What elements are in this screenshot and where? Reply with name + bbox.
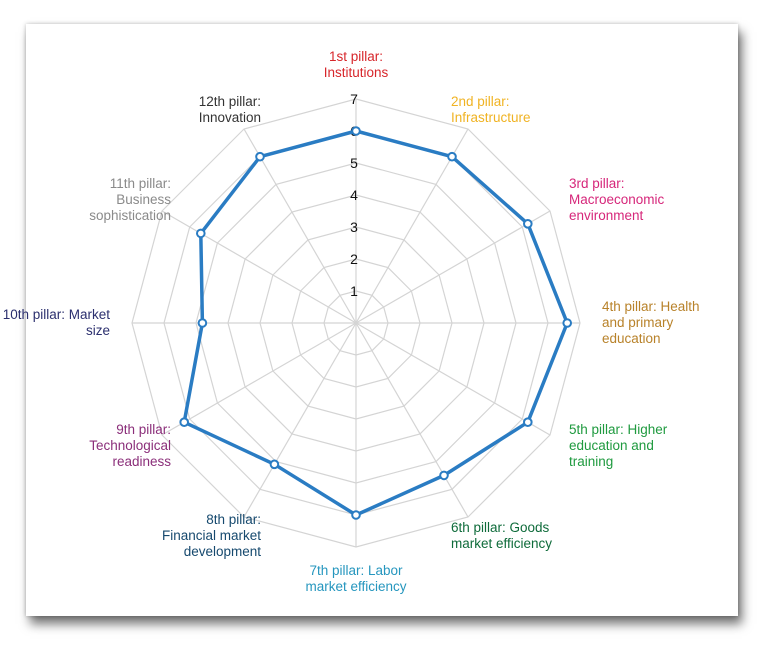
r-tick-label: 4 (350, 187, 358, 203)
axis-category-label: 7th pillar: Labor market efficiency (305, 563, 406, 594)
r-tick-label: 7 (350, 91, 358, 107)
data-point (439, 470, 449, 481)
grid-spoke (243, 128, 357, 324)
axis-category-label: 9th pillar: Technological readiness (89, 422, 171, 469)
axis-category-label: 6th pillar: Goods market efficiency (451, 520, 552, 551)
data-point (197, 318, 208, 328)
data-point (523, 219, 533, 229)
data-point (447, 151, 457, 162)
axis-category-label: 1st pillar: Institutions (324, 49, 389, 80)
grid-spoke (355, 210, 551, 324)
axis-category-label: 2nd pillar: Infrastructure (451, 94, 531, 125)
grid-spoke (355, 128, 469, 324)
data-point (351, 510, 361, 520)
axis-category-label: 4th pillar: Health and primary education (602, 299, 700, 346)
axis-category-label: 10th pillar: Market size (3, 307, 111, 338)
grid-spoke (243, 322, 357, 518)
axis-category-label: 3rd pillar: Macroeconomic environment (569, 176, 665, 223)
grid-spoke (161, 322, 357, 436)
axis-category-label: 12th pillar: Innovation (199, 94, 261, 125)
data-point (255, 151, 265, 162)
grid-spoke (355, 322, 469, 518)
axis-category-label: 11th pillar: Business sophistication (89, 176, 171, 223)
data-point (562, 318, 573, 328)
data-point (196, 228, 206, 239)
data-point (179, 417, 189, 428)
data-point (523, 417, 533, 428)
r-tick-label: 1 (350, 283, 358, 299)
r-tick-label: 5 (350, 155, 358, 171)
data-point (269, 459, 280, 470)
chart-card (26, 24, 738, 616)
grid-spoke (161, 210, 357, 324)
data-point (351, 126, 361, 136)
grid-spoke (355, 322, 551, 436)
r-tick-label: 3 (350, 219, 358, 235)
r-tick-label: 2 (350, 251, 358, 267)
axis-category-label: 5th pillar: Higher education and training (569, 422, 668, 469)
axis-category-label: 8th pillar: Financial market development (162, 512, 261, 559)
